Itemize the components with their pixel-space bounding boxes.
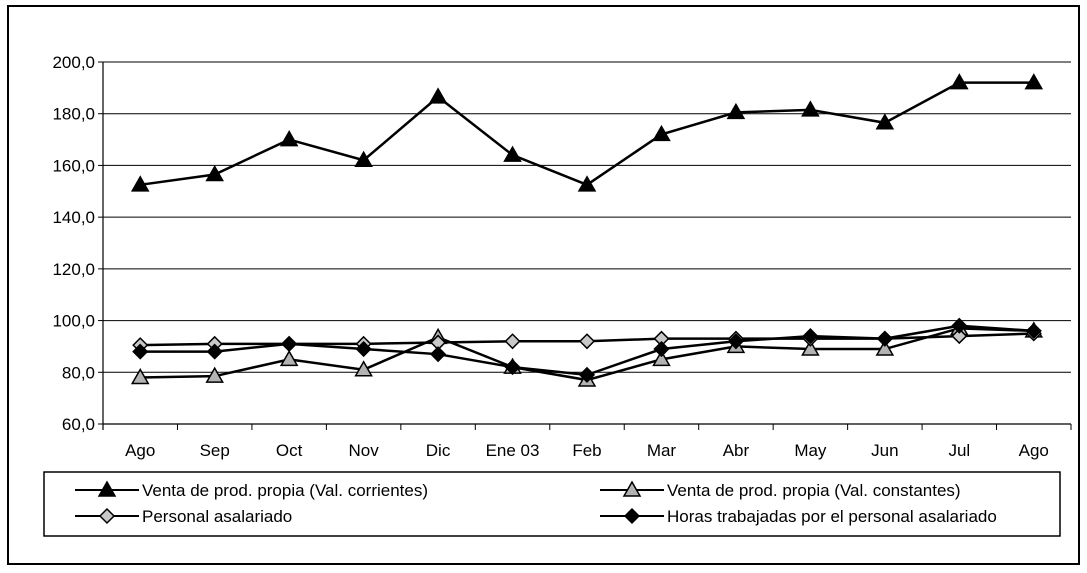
y-tick-label: 180,0 bbox=[52, 105, 95, 124]
data-point bbox=[802, 328, 819, 345]
data-point bbox=[279, 130, 299, 147]
data-point bbox=[354, 150, 373, 168]
legend-item: Horas trabajadas por el personal asalari… bbox=[600, 507, 997, 526]
data-point bbox=[354, 360, 373, 377]
data-point bbox=[727, 333, 744, 350]
chart-frame bbox=[7, 5, 1080, 565]
data-point bbox=[801, 100, 820, 117]
data-point bbox=[503, 145, 522, 162]
y-tick-label: 160,0 bbox=[52, 156, 95, 175]
data-point bbox=[132, 343, 149, 360]
data-point bbox=[1025, 322, 1042, 339]
legend-marker bbox=[622, 480, 642, 497]
x-tick-label: Ago bbox=[1019, 441, 1049, 460]
legend-marker bbox=[97, 480, 117, 497]
data-point bbox=[950, 73, 969, 90]
legend-box bbox=[43, 471, 1061, 537]
data-point bbox=[279, 349, 299, 367]
x-tick-label: Mar bbox=[647, 441, 677, 460]
x-tick-label: Oct bbox=[276, 441, 303, 460]
y-tick-label: 140,0 bbox=[52, 208, 95, 227]
legend-item: Venta de prod. propia (Val. corrientes) bbox=[75, 480, 428, 500]
legend-marker bbox=[98, 507, 116, 525]
legend-label: Venta de prod. propia (Val. corrientes) bbox=[142, 481, 428, 500]
y-tick-label: 120,0 bbox=[52, 260, 95, 279]
series-3 bbox=[132, 325, 1042, 354]
y-tick-label: 80,0 bbox=[62, 363, 95, 382]
y-tick-label: 100,0 bbox=[52, 312, 95, 331]
data-point bbox=[206, 343, 223, 360]
x-tick-label: Nov bbox=[348, 441, 379, 460]
y-tick-label: 60,0 bbox=[62, 415, 95, 434]
data-point bbox=[652, 349, 671, 367]
data-point bbox=[951, 317, 968, 334]
y-tick-label: 200,0 bbox=[52, 53, 95, 72]
data-point bbox=[875, 113, 895, 130]
data-point bbox=[876, 330, 893, 347]
data-point bbox=[281, 335, 298, 352]
legend-label: Horas trabajadas por el personal asalari… bbox=[667, 507, 997, 526]
legend-marker bbox=[623, 507, 641, 525]
x-tick-label: Feb bbox=[572, 441, 601, 460]
x-tick-label: May bbox=[794, 441, 827, 460]
data-point bbox=[428, 87, 448, 104]
data-point bbox=[726, 102, 746, 120]
data-point bbox=[652, 124, 671, 142]
x-tick-label: Abr bbox=[723, 441, 750, 460]
data-point bbox=[205, 164, 224, 182]
data-point bbox=[130, 367, 150, 385]
x-tick-label: Jun bbox=[871, 441, 898, 460]
legend-label: Venta de prod. propia (Val. constantes) bbox=[667, 481, 961, 500]
data-point bbox=[577, 175, 597, 192]
data-point bbox=[430, 346, 447, 363]
data-point bbox=[578, 366, 596, 383]
legend-label: Personal asalariado bbox=[142, 507, 292, 526]
data-point bbox=[504, 359, 521, 376]
x-tick-label: Jul bbox=[948, 441, 970, 460]
data-point bbox=[801, 339, 820, 356]
data-point bbox=[578, 333, 596, 350]
data-point bbox=[951, 328, 968, 345]
series-1 bbox=[130, 73, 1044, 192]
legend: Venta de prod. propia (Val. corrientes) V… bbox=[43, 471, 1061, 537]
data-point bbox=[504, 333, 521, 350]
data-point bbox=[355, 340, 372, 358]
legend-item: Venta de prod. propia (Val. constantes) bbox=[600, 480, 961, 500]
x-tick-label: Ago bbox=[125, 441, 155, 460]
data-point bbox=[205, 366, 224, 383]
x-tick-label: Dic bbox=[426, 441, 451, 460]
series-line bbox=[140, 81, 1034, 187]
legend-item: Personal asalariado bbox=[75, 507, 292, 526]
series-4 bbox=[132, 317, 1042, 383]
data-point bbox=[653, 340, 670, 358]
x-tick-label: Sep bbox=[200, 441, 230, 460]
data-point bbox=[1024, 73, 1044, 90]
data-point bbox=[875, 339, 895, 356]
x-tick-label: Ene 03 bbox=[486, 441, 540, 460]
data-point bbox=[130, 175, 150, 192]
